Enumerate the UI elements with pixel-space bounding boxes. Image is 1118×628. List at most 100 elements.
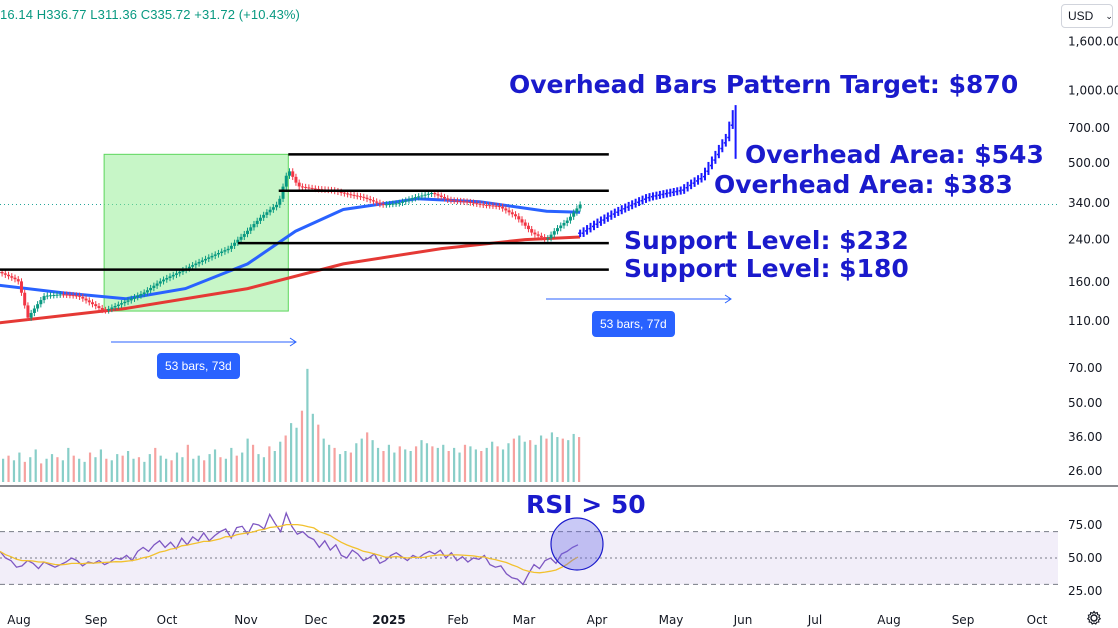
rsi-band [0, 531, 1058, 585]
y-axis-tick-label: 1,600.00 [1068, 35, 1118, 49]
volume-bar [344, 451, 347, 482]
candle-body [472, 202, 476, 204]
volume-bar [262, 457, 266, 482]
candle-body [426, 193, 430, 195]
candle-body [45, 295, 49, 297]
candle-body [71, 295, 75, 297]
candle-body [194, 263, 198, 266]
volume-bar [83, 461, 86, 482]
volume-bar [458, 452, 461, 482]
y-axis-tick-label: 110.00 [1068, 314, 1110, 328]
volume-bar [203, 460, 206, 482]
volume-bar [474, 449, 477, 482]
candle-body [32, 308, 36, 313]
volume-bar [322, 438, 325, 482]
x-axis-tick-label: Nov [234, 613, 257, 627]
candle-body [81, 296, 85, 299]
candle-body [262, 214, 266, 218]
x-axis-tick-label: Oct [1027, 613, 1048, 627]
candle-body [187, 266, 191, 269]
candle-body [494, 205, 498, 207]
settings-icon[interactable] [1086, 610, 1102, 626]
candle-body [510, 212, 514, 215]
volume-bar [382, 451, 385, 482]
volume-bar [241, 452, 244, 482]
candle-body [42, 296, 46, 301]
volume-bar [197, 455, 200, 482]
candle-body [410, 198, 414, 200]
candle-body [7, 274, 11, 277]
candle-body [436, 194, 440, 196]
volume-bar [143, 461, 146, 482]
volume-bar [463, 444, 467, 482]
candle-body [339, 191, 343, 193]
volume-bar [192, 458, 195, 482]
candle-body [575, 208, 579, 213]
x-axis-tick-label: Sep [85, 613, 108, 627]
candle-body [565, 220, 569, 223]
y-axis-tick-label: 26.00 [1068, 464, 1102, 478]
volume-bar [246, 438, 249, 482]
volume-bar [550, 432, 554, 482]
candle-body [378, 202, 382, 205]
candle-body [556, 228, 560, 232]
volume-bar [387, 444, 391, 482]
volume-bar [453, 447, 456, 482]
volume-bar [110, 460, 113, 482]
volume-bar [501, 449, 505, 482]
candle-body [459, 200, 463, 202]
candle-body [26, 305, 30, 318]
candle-body [126, 300, 130, 302]
volume-bar [99, 449, 103, 482]
candle-body [87, 300, 91, 303]
volume-bar [132, 458, 135, 482]
candle-body [523, 222, 527, 226]
candle-body [539, 235, 543, 238]
volume-bar [213, 449, 217, 482]
annotation-label: Overhead Area: $383 [714, 170, 1013, 199]
volume-bar [72, 455, 75, 482]
x-axis-tick-label: 2025 [372, 613, 405, 627]
volume-bar [12, 460, 16, 482]
candle-body [365, 197, 369, 199]
currency-selector[interactable]: USD ⌄ [1061, 4, 1113, 28]
candle-body [359, 196, 363, 198]
volume-bar [175, 452, 179, 482]
candle-body [84, 298, 88, 301]
candle-body [384, 204, 388, 206]
candle-body [268, 209, 272, 213]
candle-body [91, 302, 95, 305]
candle-body [252, 224, 256, 228]
volume-bar [219, 457, 222, 482]
y-axis-tick-label: 500.00 [1068, 156, 1110, 170]
volume-bar [572, 433, 575, 482]
volume-bar [306, 368, 309, 482]
candle-body [287, 171, 291, 176]
volume-bar [165, 458, 168, 482]
x-axis-tick-label: Dec [304, 613, 327, 627]
volume-bar [366, 432, 369, 482]
arrowhead-icon [724, 294, 732, 304]
candle-body [55, 294, 59, 296]
volume-bar [545, 438, 548, 482]
annotation-label: Support Level: $232 [624, 226, 909, 255]
candle-body [568, 216, 572, 221]
candle-body [171, 274, 175, 277]
volume-bar [230, 447, 233, 482]
candle-body [520, 219, 524, 223]
rsi-axis-tick-label: 25.00 [1068, 584, 1102, 598]
volume-bar [404, 449, 407, 482]
candle-body [58, 294, 62, 296]
candle-body [97, 306, 101, 309]
volume-bar [88, 452, 92, 482]
candle-body [562, 222, 566, 226]
x-axis-tick-label: May [659, 613, 684, 627]
y-axis-tick-label: 160.00 [1068, 275, 1110, 289]
candle-body [207, 257, 211, 259]
candle-body [546, 238, 550, 240]
candle-body [536, 234, 540, 236]
candle-body [430, 193, 434, 195]
candle-body [413, 197, 417, 199]
candle-body [313, 188, 317, 190]
